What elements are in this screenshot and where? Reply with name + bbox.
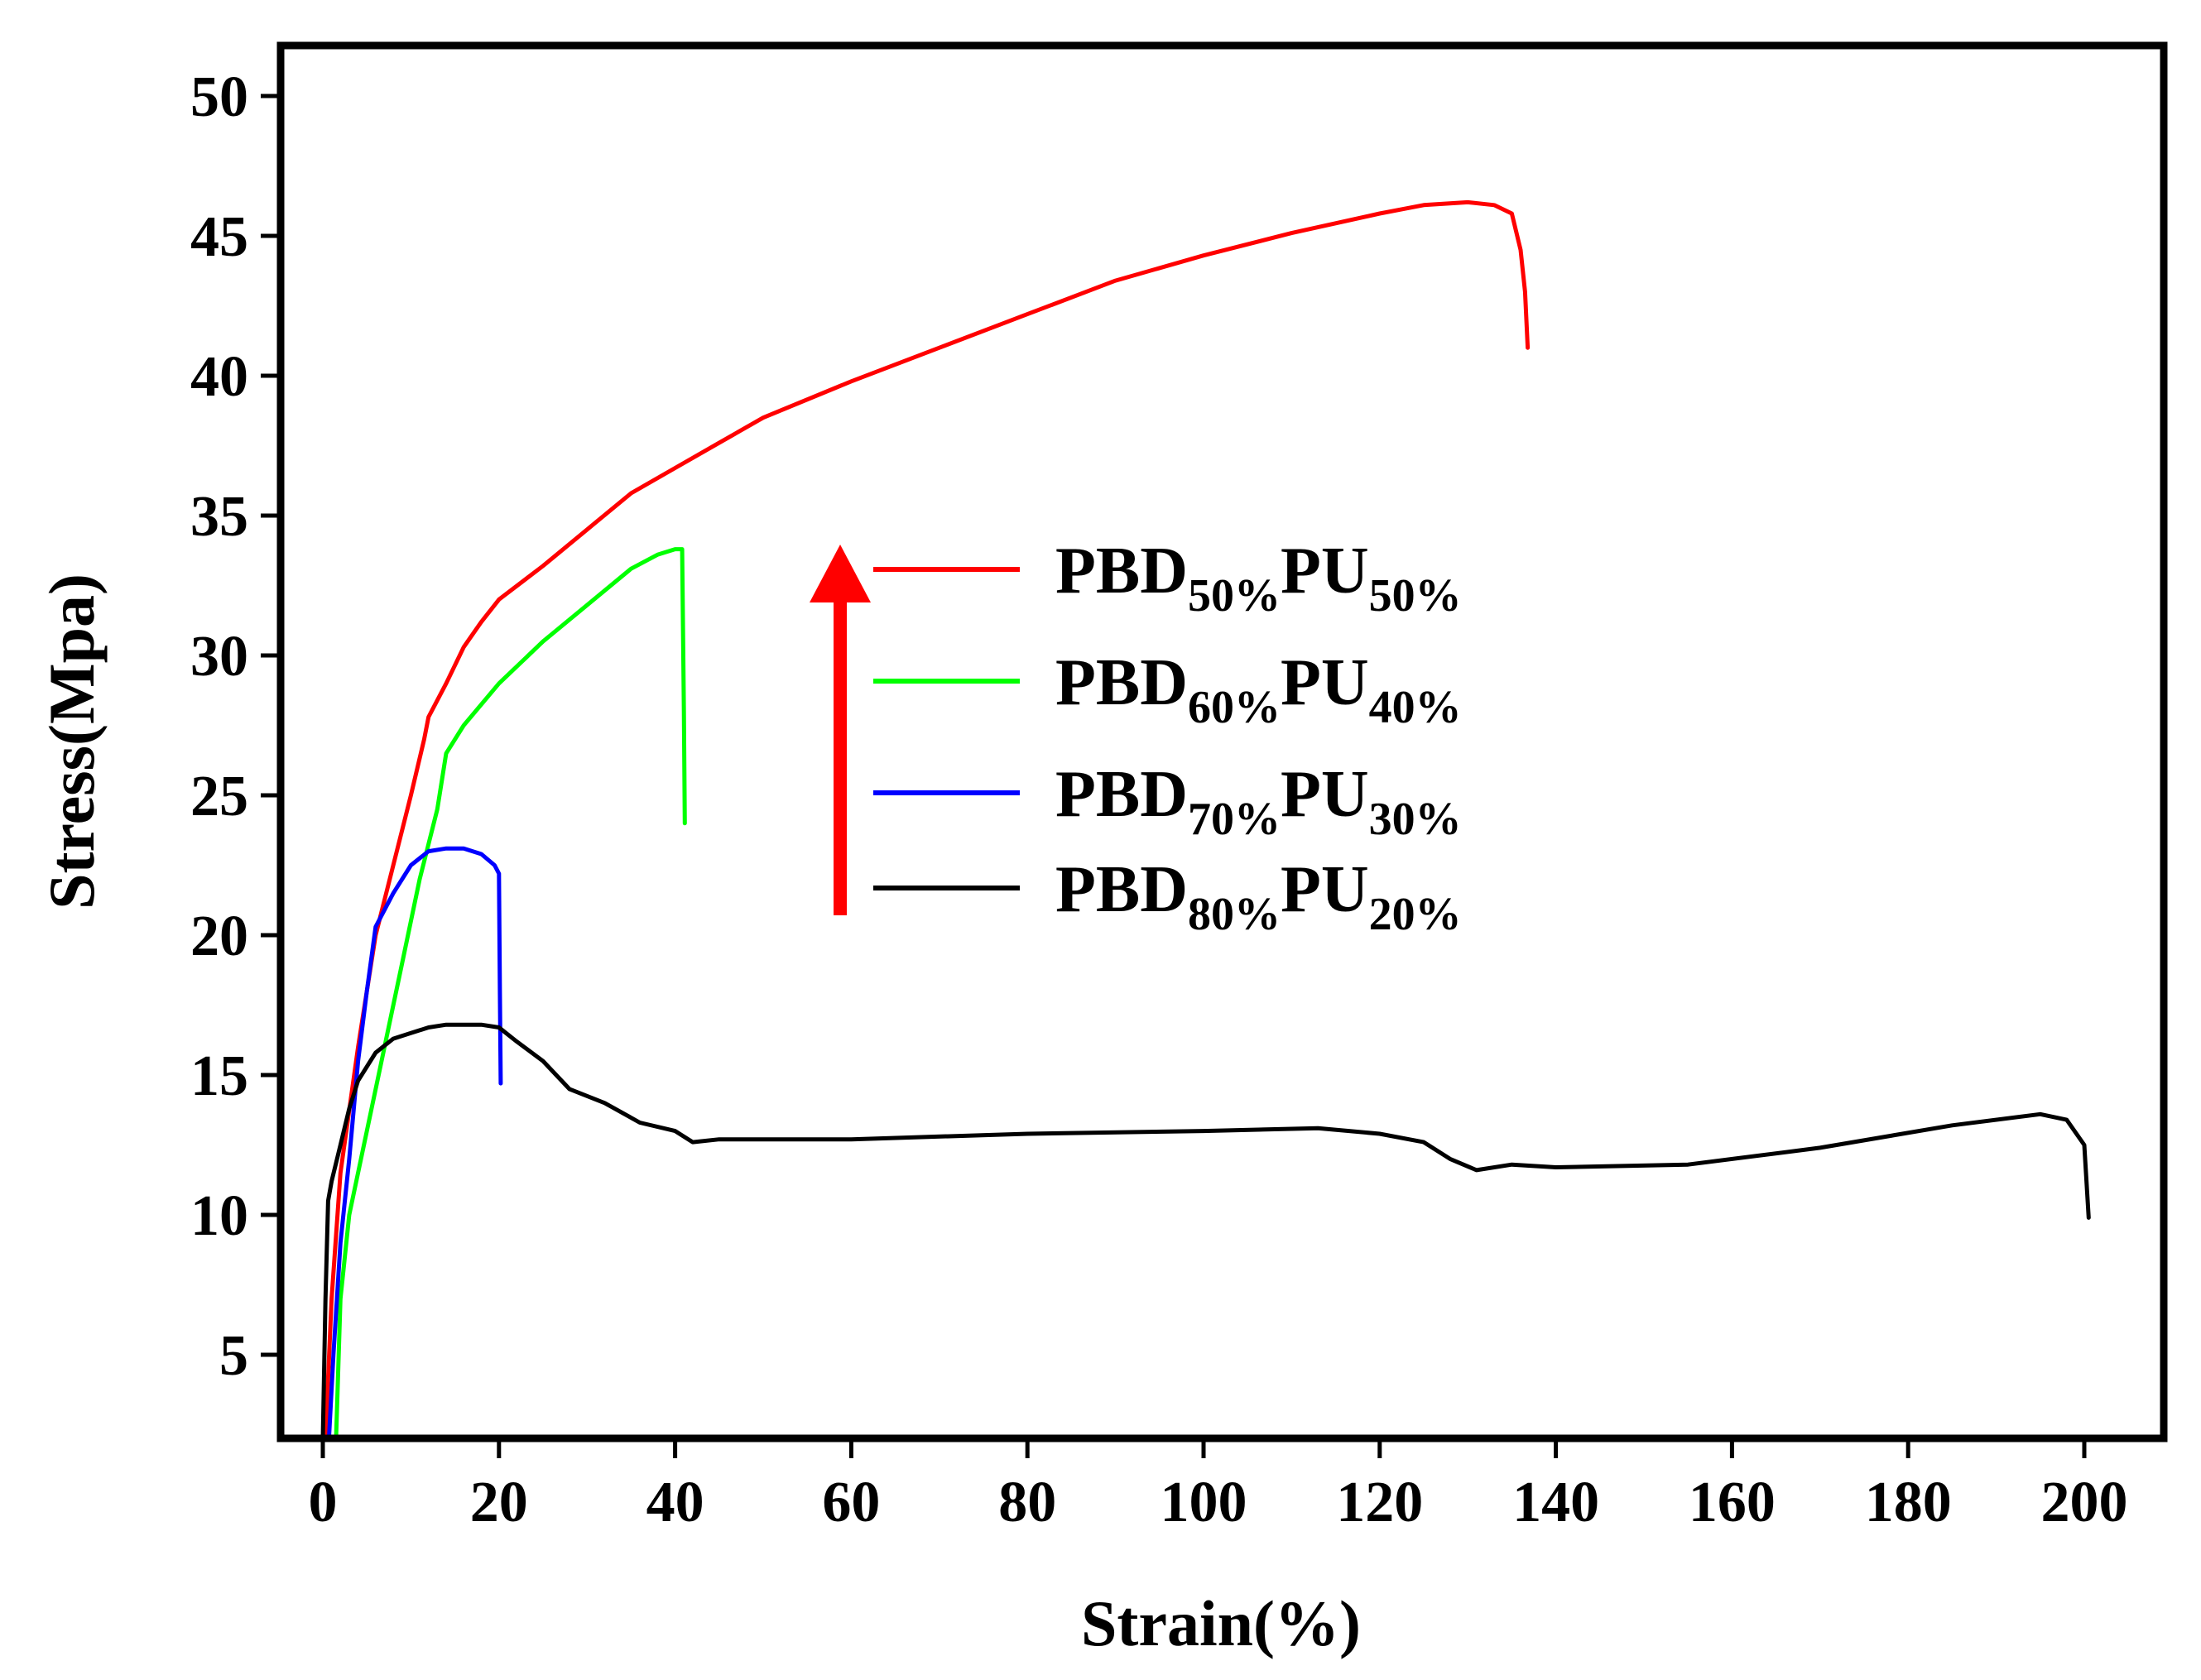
x-axis-ticks: 0 20 40 60 80 100 120 140 160 180 200 xyxy=(309,1438,2128,1534)
legend-label-subscript: 50% xyxy=(1188,570,1281,622)
series-line-4 xyxy=(320,1022,2091,1441)
legend-label-subscript: 40% xyxy=(1369,682,1462,733)
x-tick-label: 40 xyxy=(646,1471,704,1534)
x-tick-label: 20 xyxy=(470,1471,528,1534)
x-tick-label: 180 xyxy=(1865,1471,1952,1534)
legend-label-subscript: 30% xyxy=(1369,794,1462,845)
x-tick-label: 80 xyxy=(998,1471,1056,1534)
y-tick-label: 35 xyxy=(190,485,248,549)
x-tick-label: 100 xyxy=(1161,1471,1247,1534)
y-tick-label: 45 xyxy=(190,205,248,269)
legend-label: PBD50%PU50% xyxy=(1055,535,1462,622)
y-tick-label: 10 xyxy=(190,1184,248,1248)
legend-label-text: PU xyxy=(1281,758,1369,831)
legend-label-text: PU xyxy=(1281,646,1369,719)
legend-label-text: PU xyxy=(1281,535,1369,607)
legend-label: PBD60%PU40% xyxy=(1055,646,1462,733)
legend-label-subscript: 60% xyxy=(1188,682,1281,733)
x-tick-label: 0 xyxy=(309,1471,338,1534)
series-layer xyxy=(320,199,2091,1441)
legend-label-text: PBD xyxy=(1055,646,1188,719)
legend-label-text: PU xyxy=(1281,853,1369,926)
x-tick-label: 200 xyxy=(2041,1471,2128,1534)
y-tick-label: 5 xyxy=(219,1324,248,1388)
y-tick-label: 15 xyxy=(190,1044,248,1108)
legend-label-text: PBD xyxy=(1055,853,1188,926)
x-tick-label: 160 xyxy=(1689,1471,1776,1534)
y-tick-label: 20 xyxy=(190,905,248,968)
legend-label: PBD70%PU30% xyxy=(1055,758,1462,845)
y-tick-label: 30 xyxy=(190,625,248,689)
x-tick-label: 60 xyxy=(822,1471,880,1534)
y-axis-ticks: 5 10 15 20 25 30 35 40 45 50 xyxy=(190,65,281,1388)
series-line-3 xyxy=(326,846,503,1441)
y-tick-label: 50 xyxy=(190,65,248,129)
legend-label-subscript: 50% xyxy=(1369,570,1462,622)
plot-frame xyxy=(276,41,2168,1442)
annotation-layer xyxy=(810,545,871,915)
x-tick-label: 140 xyxy=(1512,1471,1599,1534)
legend: PBD50%PU50%PBD60%PU40%PBD70%PU30%PBD80%P… xyxy=(873,535,1462,940)
legend-label-subscript: 70% xyxy=(1188,794,1281,845)
trend-arrow-head xyxy=(810,545,871,602)
y-tick-label: 40 xyxy=(190,345,248,409)
legend-label-subscript: 20% xyxy=(1369,889,1462,940)
x-tick-label: 120 xyxy=(1336,1471,1423,1534)
legend-label-subscript: 80% xyxy=(1188,889,1281,940)
legend-label: PBD80%PU20% xyxy=(1055,853,1462,940)
series-line-2 xyxy=(334,547,687,1441)
legend-label-text: PBD xyxy=(1055,535,1188,607)
x-axis-title: Strain(%) xyxy=(1081,1587,1361,1659)
legend-label-text: PBD xyxy=(1055,758,1188,831)
y-tick-label: 25 xyxy=(190,765,248,828)
y-axis-title: Stress(Mpa) xyxy=(36,574,108,910)
series-line-1 xyxy=(323,199,1531,1441)
